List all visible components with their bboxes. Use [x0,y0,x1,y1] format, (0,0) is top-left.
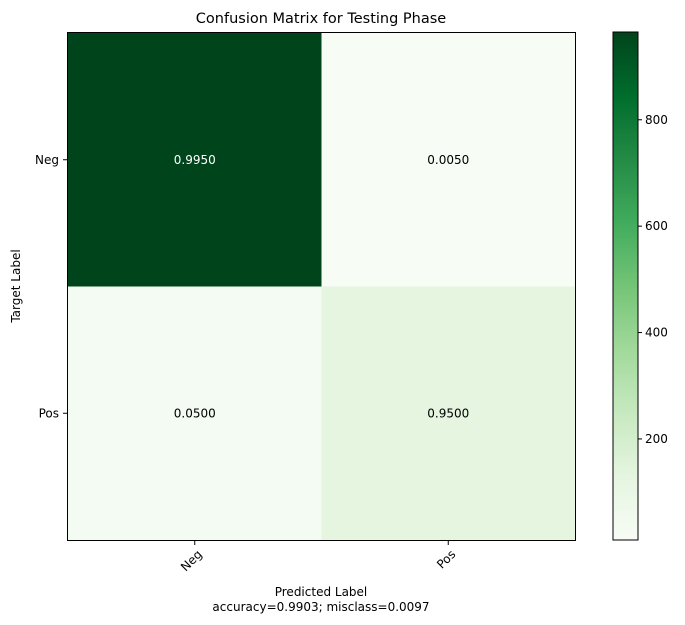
x-tick-label: Pos [434,547,458,571]
heatmap-cell [68,33,322,287]
heatmap-cell [321,33,575,287]
colorbar-tick-label: 600 [645,219,668,233]
colorbar-ticks: 200 400 600 800 [638,113,668,446]
x-axis-label: Predicted Label [275,585,368,599]
cell-value-label: 0.0050 [427,153,469,167]
y-axis-label: Target Label [9,249,23,323]
chart-title: Confusion Matrix for Testing Phase [196,11,447,27]
heatmap-cell [321,286,575,540]
y-axis-ticks: Neg Pos [35,153,67,420]
heatmap-cell [68,286,322,540]
x-axis-sublabel: accuracy=0.9903; misclass=0.0097 [212,600,429,614]
heatmap-cell-labels: 0.9950 0.0050 0.0500 0.9500 [174,153,470,421]
plot-frame [67,32,576,541]
cell-value-label: 0.9500 [427,406,469,420]
x-axis-ticks: Neg Pos [178,541,458,574]
cell-value-label: 0.9950 [174,153,216,167]
colorbar [612,31,639,541]
y-tick-label: Neg [35,153,59,167]
cell-value-label: 0.0500 [174,406,216,420]
y-tick-label: Pos [39,406,59,420]
colorbar-tick-label: 400 [645,326,668,340]
colorbar-tick-label: 800 [645,113,668,127]
x-tick-label: Neg [178,547,205,574]
colorbar-tick-label: 200 [645,432,668,446]
heatmap-cells [68,33,575,540]
